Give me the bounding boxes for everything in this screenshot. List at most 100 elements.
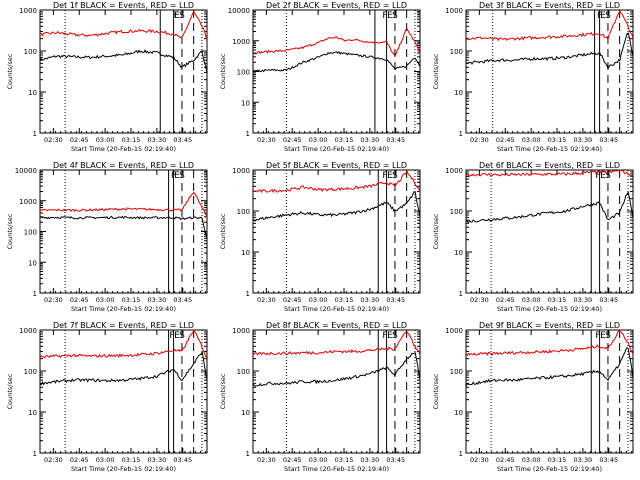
x-tick-label: 03:00 [309, 296, 328, 304]
x-tick-label: 02:30 [44, 136, 63, 144]
y-tick-label: 100 [450, 48, 463, 56]
event-annotation: F [382, 331, 387, 341]
x-tick-label: 03:30 [574, 296, 593, 304]
event-annotation: S [179, 11, 185, 21]
event-annotation: S [605, 331, 611, 341]
y-tick-label: 10 [454, 249, 463, 257]
y-axis-label: Counts/sec [432, 53, 440, 89]
event-annotation: E [600, 171, 606, 181]
x-tick-label: 02:45 [496, 456, 515, 464]
y-tick-label: 1 [246, 290, 250, 298]
x-tick-label: 03:30 [361, 296, 380, 304]
chart-title: Det 5f BLACK = Events, RED = LLD [266, 161, 407, 170]
y-tick-label: 1000 [19, 327, 37, 335]
plot-frame [465, 9, 634, 134]
x-axis-label: Start Time (20-Feb-15 02:19:40) [497, 305, 602, 313]
events-series-line [253, 50, 420, 73]
x-axis-label: Start Time (20-Feb-15 02:19:40) [497, 145, 602, 153]
x-tick-label: 02:45 [283, 136, 302, 144]
lld-series-line [40, 191, 207, 218]
chart-panel-3: Det 3f BLACK = Events, RED = LLD 1 10 100 10… [432, 1, 634, 153]
event-annotation: E [387, 331, 393, 341]
y-tick-label: 1 [246, 450, 250, 458]
x-tick-label: 02:45 [283, 296, 302, 304]
event-annotation: S [605, 11, 611, 21]
y-axis-label: Counts/sec [432, 213, 440, 249]
y-tick-label: 1 [33, 450, 37, 458]
data-area [253, 331, 420, 387]
lld-series-line [466, 330, 633, 357]
x-tick-label: 03:15 [122, 456, 141, 464]
x-tick-label: 03:45 [386, 136, 405, 144]
lld-series-line [253, 27, 420, 57]
x-axis-label: Start Time (20-Feb-15 02:19:40) [71, 145, 176, 153]
chart-title: Det 3f BLACK = Events, RED = LLD [479, 1, 620, 10]
y-tick-label: 100 [237, 368, 250, 376]
x-tick-label: 03:45 [173, 136, 192, 144]
events-series-line [253, 352, 420, 387]
y-tick-label: 100 [24, 48, 37, 56]
event-annotation: F [171, 171, 176, 181]
plot-frame [252, 329, 421, 454]
x-tick-label: 03:00 [96, 136, 115, 144]
x-tick-label: 03:30 [361, 456, 380, 464]
events-series-line [40, 215, 207, 239]
x-tick-label: 03:15 [548, 136, 567, 144]
y-tick-label: 100 [24, 229, 37, 237]
x-axis-label: Start Time (20-Feb-15 02:19:40) [71, 305, 176, 313]
event-annotation: F [595, 331, 600, 341]
x-axis-label: Start Time (20-Feb-15 02:19:40) [284, 145, 389, 153]
events-series-line [40, 48, 207, 74]
event-annotation: F [595, 171, 600, 181]
y-axis-label: Counts/sec [219, 53, 227, 89]
x-tick-label: 02:30 [470, 136, 489, 144]
x-tick-label: 02:30 [44, 456, 63, 464]
chart-title: Det 6f BLACK = Events, RED = LLD [479, 161, 620, 170]
data-area [40, 191, 207, 239]
x-tick-label: 03:30 [361, 136, 380, 144]
y-axis-label: Counts/sec [6, 53, 14, 89]
x-tick-label: 03:30 [574, 456, 593, 464]
chart-panel-2: Det 2f BLACK = Events, RED = LLD 1 10 100 10… [219, 1, 421, 153]
x-axis-label: Start Time (20-Feb-15 02:19:40) [71, 465, 176, 473]
x-tick-label: 02:30 [470, 456, 489, 464]
y-tick-label: 10 [28, 409, 37, 417]
x-tick-label: 02:30 [257, 296, 276, 304]
y-tick-label: 1000 [232, 167, 250, 175]
y-tick-label: 1000 [445, 167, 463, 175]
x-tick-label: 02:30 [257, 456, 276, 464]
plot-frame [465, 329, 634, 454]
y-tick-label: 1 [459, 290, 463, 298]
x-tick-label: 03:00 [309, 456, 328, 464]
chart-panel-7: Det 7f BLACK = Events, RED = LLD 1 10 100 10… [6, 321, 208, 473]
x-tick-label: 03:45 [599, 296, 618, 304]
data-area [40, 10, 207, 74]
x-tick-label: 02:45 [70, 456, 89, 464]
event-annotation: E [174, 171, 180, 181]
data-area [253, 27, 420, 73]
event-annotation: E [600, 11, 606, 21]
lld-series-line [40, 330, 207, 360]
x-tick-label: 03:00 [522, 296, 541, 304]
chart-title: Det 2f BLACK = Events, RED = LLD [266, 1, 407, 10]
chart-title: Det 8f BLACK = Events, RED = LLD [266, 321, 407, 330]
events-series-line [466, 32, 633, 70]
y-tick-label: 10 [241, 249, 250, 257]
event-annotation: S [179, 331, 185, 341]
y-tick-label: 10 [454, 89, 463, 97]
x-tick-label: 03:30 [574, 136, 593, 144]
y-tick-label: 100 [237, 69, 250, 77]
event-annotation: F [382, 171, 387, 181]
x-tick-label: 02:45 [496, 296, 515, 304]
y-axis-label: Counts/sec [219, 213, 227, 249]
y-tick-label: 10 [28, 89, 37, 97]
event-annotation: F [382, 11, 387, 21]
event-annotation: E [174, 11, 180, 21]
lld-series-line [466, 170, 633, 178]
x-tick-label: 02:45 [70, 296, 89, 304]
x-tick-label: 03:15 [122, 296, 141, 304]
y-tick-label: 10 [454, 409, 463, 417]
event-annotation: S [605, 171, 611, 181]
y-tick-label: 1 [459, 130, 463, 138]
y-tick-label: 1000 [445, 327, 463, 335]
